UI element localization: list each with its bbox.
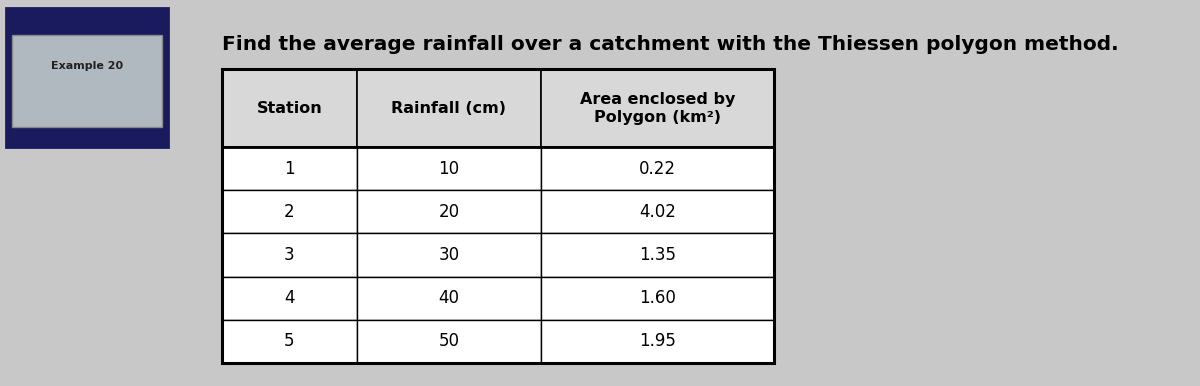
Bar [222,69,356,147]
Text: 1: 1 [284,160,295,178]
Text: Example 20: Example 20 [50,61,124,71]
Bar [541,190,774,234]
Text: 20: 20 [438,203,460,221]
Bar [222,190,356,234]
Text: Find the average rainfall over a catchment with the Thiessen polygon method.: Find the average rainfall over a catchme… [222,35,1118,54]
Bar [356,234,541,277]
Bar [541,277,774,320]
Text: 50: 50 [438,332,460,350]
Text: 1.35: 1.35 [638,246,676,264]
Text: 30: 30 [438,246,460,264]
Text: Station: Station [257,101,323,116]
Bar [222,277,356,320]
Bar [541,320,774,363]
Text: 1.60: 1.60 [640,289,676,307]
Bar [356,147,541,190]
FancyBboxPatch shape [6,8,168,147]
Bar [222,147,356,190]
Bar [356,277,541,320]
Text: Rainfall (cm): Rainfall (cm) [391,101,506,116]
Text: Area enclosed by
Polygon (km²): Area enclosed by Polygon (km²) [580,92,736,125]
Bar [541,147,774,190]
Bar [356,69,541,147]
Text: 40: 40 [438,289,460,307]
Bar [222,234,356,277]
FancyBboxPatch shape [12,35,162,127]
Text: 1.95: 1.95 [640,332,676,350]
Bar [356,190,541,234]
Text: 0.22: 0.22 [638,160,676,178]
Text: 4: 4 [284,289,295,307]
Text: 10: 10 [438,160,460,178]
Bar [222,69,774,363]
Bar [541,69,774,147]
Text: 2: 2 [284,203,295,221]
Bar [222,320,356,363]
Bar [541,234,774,277]
Text: 5: 5 [284,332,295,350]
Text: 3: 3 [284,246,295,264]
Bar [356,320,541,363]
Text: 4.02: 4.02 [640,203,676,221]
